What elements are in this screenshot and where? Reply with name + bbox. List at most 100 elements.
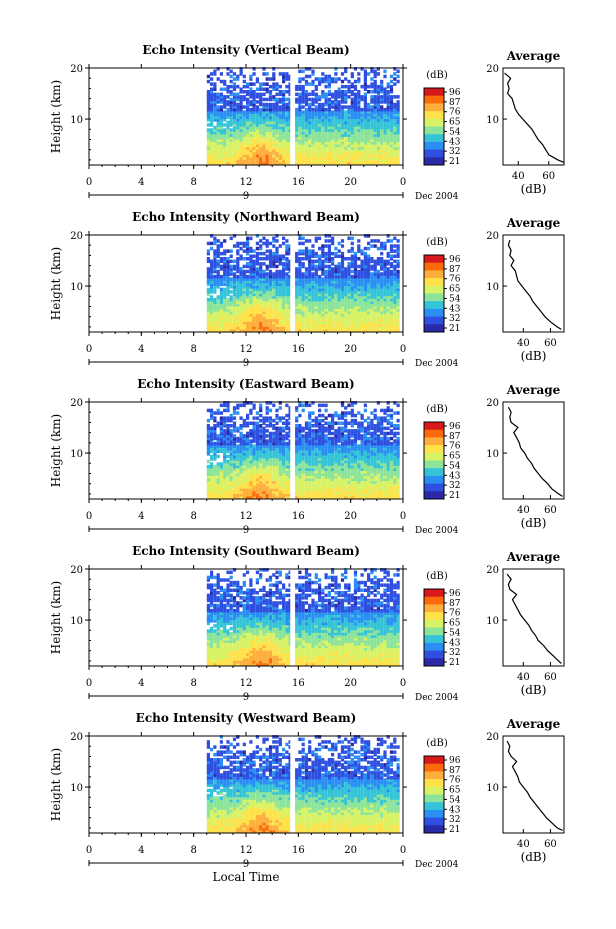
heatmap-cell bbox=[314, 480, 318, 484]
heatmap-cell bbox=[288, 156, 292, 160]
heatmap-cell bbox=[301, 110, 305, 114]
heatmap-cell bbox=[226, 128, 230, 132]
heatmap-cell bbox=[376, 303, 380, 307]
heatmap-cell bbox=[350, 97, 354, 102]
heatmap-cell bbox=[383, 241, 387, 246]
heatmap-cell bbox=[232, 234, 237, 238]
heatmap-cell bbox=[314, 87, 318, 91]
heatmap-cell bbox=[206, 315, 210, 320]
heatmap-cell bbox=[308, 123, 312, 127]
heatmap-cell bbox=[242, 300, 246, 304]
heatmap-cell bbox=[370, 158, 374, 163]
heatmap-cell bbox=[350, 92, 354, 97]
heatmap-cell bbox=[295, 459, 299, 464]
heatmap-cell bbox=[321, 470, 325, 474]
heatmap-cell bbox=[383, 146, 387, 150]
heatmap-cell bbox=[367, 153, 371, 158]
heatmap-cell bbox=[239, 141, 243, 145]
heatmap-cell bbox=[308, 130, 312, 135]
heatmap-cell bbox=[327, 257, 331, 261]
heatmap-cell bbox=[324, 487, 328, 492]
heatmap-cell bbox=[304, 454, 309, 459]
heatmap-cell bbox=[229, 454, 233, 459]
heatmap-cell bbox=[304, 277, 309, 281]
heatmap-cell bbox=[353, 115, 358, 120]
heatmap-cell bbox=[380, 328, 384, 332]
heatmap-cell bbox=[232, 462, 237, 466]
heatmap-cell bbox=[236, 153, 240, 158]
heatmap-cell bbox=[268, 138, 273, 142]
heatmap-cell bbox=[268, 110, 273, 114]
heatmap-cell bbox=[206, 441, 210, 446]
heatmap-cell bbox=[255, 277, 259, 281]
heatmap-cell bbox=[288, 287, 292, 292]
heatmap-cell bbox=[380, 156, 384, 160]
heatmap-cell bbox=[223, 325, 227, 330]
heatmap-cell bbox=[252, 290, 256, 294]
heatmap-cell bbox=[321, 133, 325, 137]
heatmap-cell bbox=[216, 128, 220, 132]
heatmap-cell bbox=[223, 274, 227, 279]
heatmap-cell bbox=[308, 300, 312, 304]
heatmap-cell bbox=[298, 320, 302, 325]
heatmap-cell bbox=[223, 320, 227, 325]
heatmap-cell bbox=[314, 115, 318, 120]
heatmap-cell bbox=[262, 113, 266, 117]
heatmap-cell bbox=[219, 244, 223, 248]
heatmap-cell bbox=[285, 161, 289, 165]
heatmap-cell bbox=[229, 161, 233, 165]
heatmap-cell bbox=[206, 118, 210, 122]
heatmap-cell bbox=[275, 239, 279, 243]
heatmap-cell bbox=[285, 403, 289, 408]
heatmap-cell bbox=[327, 413, 331, 418]
heatmap-cell bbox=[282, 287, 286, 292]
heatmap-cell bbox=[278, 272, 282, 276]
heatmap-cell bbox=[363, 74, 367, 79]
heatmap-cell bbox=[337, 287, 341, 292]
heatmap-cell bbox=[255, 325, 259, 330]
heatmap-cell bbox=[223, 141, 227, 145]
heatmap-cell bbox=[301, 434, 305, 438]
heatmap-cell bbox=[386, 308, 390, 312]
heatmap-cell bbox=[282, 146, 286, 150]
heatmap-cell bbox=[337, 320, 341, 325]
heatmap-cell bbox=[213, 287, 217, 292]
heatmap-cell bbox=[311, 492, 315, 497]
heatmap-cell bbox=[321, 118, 325, 122]
heatmap-cell bbox=[308, 277, 312, 281]
heatmap-cell bbox=[232, 452, 237, 456]
heatmap-cell bbox=[376, 153, 380, 158]
heatmap-cell bbox=[252, 487, 256, 492]
heatmap-cell bbox=[262, 82, 266, 86]
heatmap-cell bbox=[288, 320, 292, 325]
heatmap-cell bbox=[265, 416, 269, 420]
heatmap-cell bbox=[318, 452, 322, 456]
heatmap-cell bbox=[229, 280, 233, 284]
heatmap-cell bbox=[304, 249, 309, 253]
heatmap-cell bbox=[314, 84, 318, 89]
heatmap-cell bbox=[314, 318, 318, 322]
heatmap-cell bbox=[393, 259, 397, 264]
heatmap-cell bbox=[340, 310, 345, 315]
heatmap-cell bbox=[340, 161, 345, 165]
heatmap-cell bbox=[383, 118, 387, 122]
heatmap-cell bbox=[282, 79, 286, 84]
heatmap-cell bbox=[331, 287, 335, 292]
heatmap-cell bbox=[216, 125, 220, 130]
heatmap-cell bbox=[360, 325, 364, 330]
heatmap-cell bbox=[344, 158, 348, 163]
heatmap-cell bbox=[246, 264, 250, 269]
heatmap-cell bbox=[324, 77, 328, 81]
heatmap-cell bbox=[344, 123, 348, 127]
heatmap-cell bbox=[324, 272, 328, 276]
heatmap-cell bbox=[344, 110, 348, 114]
heatmap-cell bbox=[344, 130, 348, 135]
heatmap-cell bbox=[232, 102, 237, 107]
heatmap-cell bbox=[331, 153, 335, 158]
heatmap-cell bbox=[229, 128, 233, 132]
heatmap-cell bbox=[353, 161, 358, 165]
heatmap-cell bbox=[282, 141, 286, 145]
heatmap-cell bbox=[282, 77, 286, 81]
heatmap-cell bbox=[268, 115, 273, 120]
heatmap-cell bbox=[259, 441, 263, 446]
